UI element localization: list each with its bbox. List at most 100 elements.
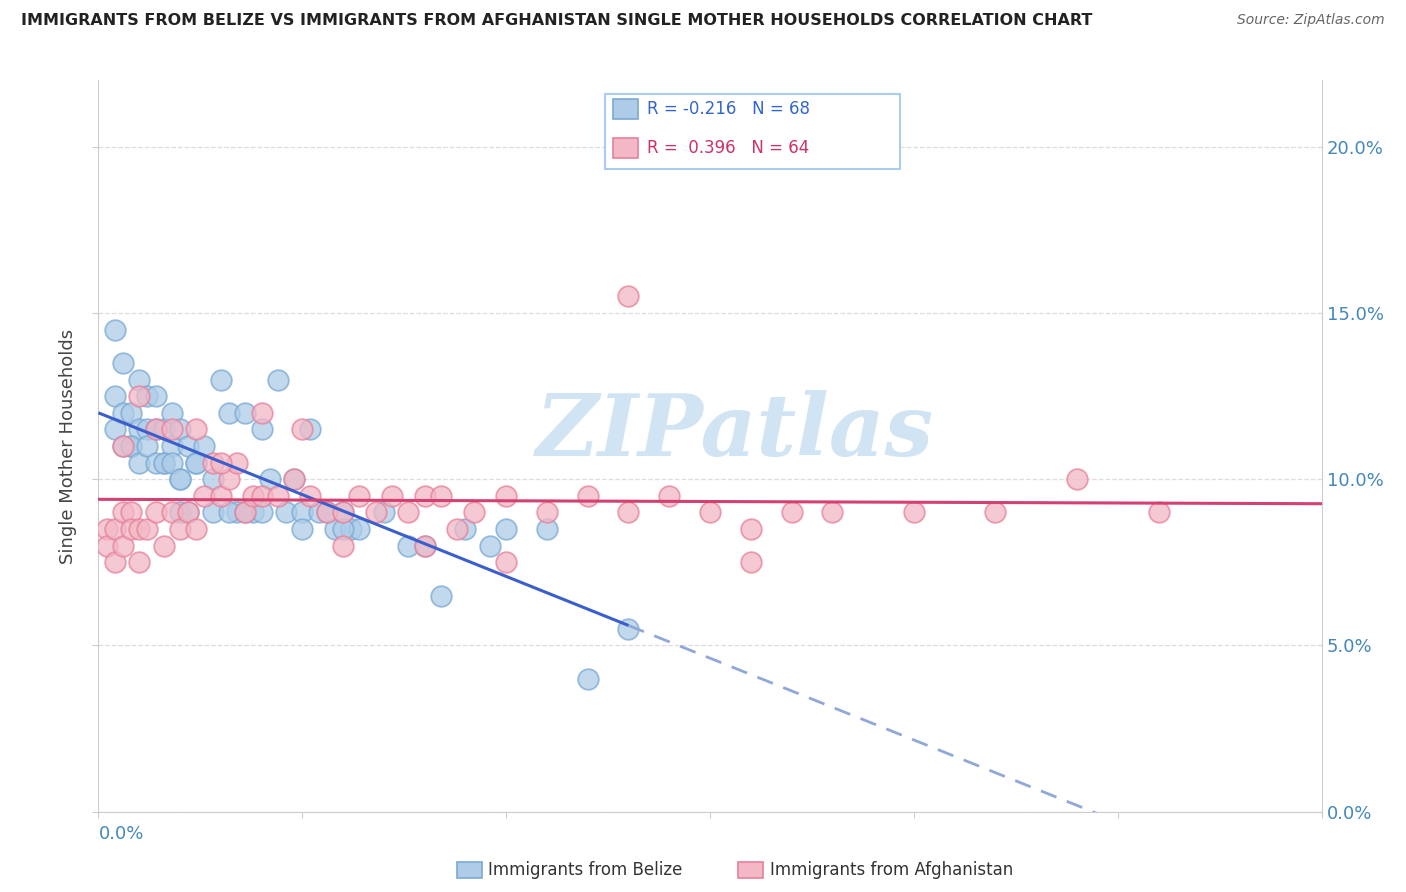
Point [274,506,297,520]
Point [308,506,330,520]
Point [233,506,256,520]
Point [120,439,142,453]
Point [332,506,354,520]
Point [186,422,208,436]
Point [152,456,174,470]
Point [658,489,681,503]
Point [576,489,599,503]
Text: Immigrants from Afghanistan: Immigrants from Afghanistan [770,861,1014,879]
Point [233,406,256,420]
Point [201,506,224,520]
Point [332,539,354,553]
Point [495,489,517,503]
Point [740,555,762,569]
Point [396,506,419,520]
Point [699,506,721,520]
Point [104,422,127,436]
Point [120,522,142,536]
Point [152,456,174,470]
Point [315,506,337,520]
Point [373,506,395,520]
Point [177,506,200,520]
Point [145,422,167,436]
Point [145,422,167,436]
Point [226,506,249,520]
Point [201,472,224,486]
Point [299,489,322,503]
Point [413,489,436,503]
Point [209,456,232,470]
Point [495,555,517,569]
Point [111,439,134,453]
Point [536,522,558,536]
Point [177,506,200,520]
Point [177,439,200,453]
Point [201,456,224,470]
Point [218,506,240,520]
Point [430,489,453,503]
Point [169,506,191,520]
Point [617,622,640,636]
Point [209,372,232,386]
Point [323,522,346,536]
Point [128,389,150,403]
Point [396,539,419,553]
Point [495,522,517,536]
Point [152,422,174,436]
Point [283,472,305,486]
Point [136,522,159,536]
Point [104,555,127,569]
Point [128,422,150,436]
Text: Source: ZipAtlas.com: Source: ZipAtlas.com [1237,13,1385,28]
Point [821,506,844,520]
Point [128,456,150,470]
Point [250,422,273,436]
Point [780,506,803,520]
Point [349,522,371,536]
Point [160,406,183,420]
Point [96,539,118,553]
Point [111,356,134,370]
Point [145,456,167,470]
Point [169,422,191,436]
Text: 0.0%: 0.0% [98,825,143,843]
Point [226,456,249,470]
Point [209,489,232,503]
Point [193,489,215,503]
Point [136,439,159,453]
Point [128,372,150,386]
Point [430,589,453,603]
Point [259,472,281,486]
Point [169,472,191,486]
Point [145,389,167,403]
Point [364,506,387,520]
Text: R =  0.396   N = 64: R = 0.396 N = 64 [647,139,808,157]
Point [291,506,314,520]
Point [315,506,337,520]
Y-axis label: Single Mother Households: Single Mother Households [59,328,77,564]
Point [340,522,363,536]
Text: Immigrants from Belize: Immigrants from Belize [488,861,682,879]
Point [111,406,134,420]
Point [186,456,208,470]
Point [218,472,240,486]
Point [136,422,159,436]
Point [250,406,273,420]
Point [291,522,314,536]
Point [152,539,174,553]
Point [169,472,191,486]
Point [111,539,134,553]
Point [218,406,240,420]
Point [413,539,436,553]
Point [740,522,762,536]
Point [104,389,127,403]
Point [104,522,127,536]
Point [332,506,354,520]
Point [136,389,159,403]
Point [617,506,640,520]
Point [267,372,290,386]
Text: ZIPatlas: ZIPatlas [536,390,934,473]
Point [233,506,256,520]
Point [160,456,183,470]
Point [242,506,264,520]
